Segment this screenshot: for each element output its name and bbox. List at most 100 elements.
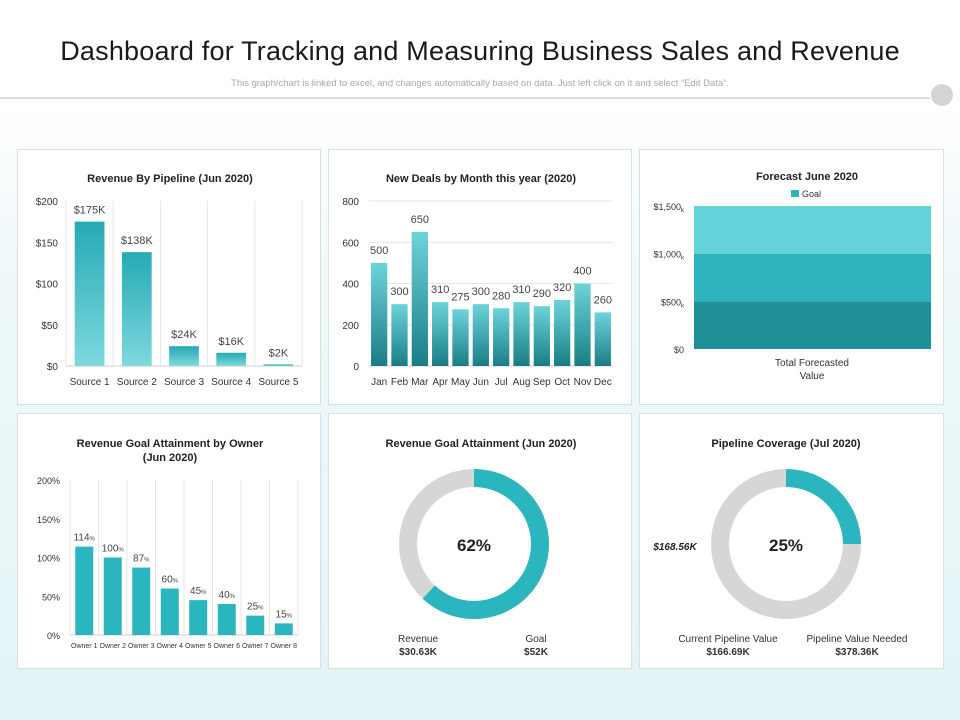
data-label: 290 — [533, 288, 551, 300]
bar-owner-8 — [274, 623, 293, 635]
legend-name: Pipeline Value Needed — [806, 634, 907, 645]
bar-source-5 — [263, 364, 294, 366]
bar-nov — [574, 283, 591, 366]
divider — [0, 97, 930, 99]
legend-swatch — [791, 190, 799, 197]
y-tick-label: $1,000k — [653, 250, 685, 262]
legend-name: Revenue — [398, 634, 438, 645]
legend-label: Goal — [802, 189, 821, 199]
x-tick-label: Owner 3 — [128, 643, 155, 650]
y-tick-label: $200 — [36, 197, 59, 208]
bar-aug — [513, 302, 530, 366]
data-label: 300 — [472, 286, 490, 298]
y-tick-label: $150 — [36, 238, 59, 249]
x-tick-label: Source 1 — [70, 377, 110, 388]
chart-title: New Deals by Month this year (2020) — [386, 173, 576, 185]
side-value-label: $168.56K — [652, 542, 697, 553]
y-tick-label: $500k — [661, 297, 685, 309]
donut-value-arc — [399, 469, 549, 619]
divider-dot — [931, 84, 953, 106]
x-tick-label: Owner 7 — [242, 643, 269, 650]
data-label: $24K — [171, 329, 197, 341]
data-label: 114% — [74, 533, 96, 544]
panel-forecast: Forecast June 2020 Goal $0 $500k $1,000k $1,… — [639, 149, 944, 405]
y-tick-label: 50% — [42, 592, 60, 602]
y-tick-label: 200 — [342, 321, 359, 332]
x-tick-label: Owner 4 — [157, 643, 184, 650]
donut-center-label: 25% — [769, 536, 803, 555]
bar-jun — [472, 304, 489, 366]
bar-mar — [411, 231, 428, 366]
x-tick-label: Owner 2 — [100, 643, 127, 650]
x-tick-label: Source 2 — [117, 377, 157, 388]
x-tick-label: Owner 1 — [71, 643, 98, 650]
bar-jan — [371, 262, 388, 366]
chart-forecast: Forecast June 2020 Goal $0 $500k $1,000k $1,… — [653, 171, 931, 382]
data-label: $138K — [121, 235, 153, 247]
bar-owner-4 — [160, 588, 179, 635]
chart-title-line2: (Jun 2020) — [143, 452, 198, 464]
bar-owner-5 — [189, 600, 208, 635]
data-label: 280 — [492, 290, 510, 302]
data-label: 45% — [190, 586, 207, 597]
legend-name: Goal — [525, 634, 546, 645]
chart-goal-by-owner: Revenue Goal Attainment by Owner (Jun 20… — [37, 438, 299, 650]
legend-value: $166.69K — [706, 647, 750, 658]
y-tick-label: $0 — [47, 362, 59, 373]
chart-new-deals: New Deals by Month this year (2020) 0 200… — [342, 173, 613, 388]
bar-owner-6 — [217, 604, 236, 635]
panel-new-deals: New Deals by Month this year (2020) 0 200… — [328, 149, 632, 405]
y-tick-label: $0 — [674, 345, 684, 355]
y-tick-label: 200% — [37, 476, 60, 486]
bar-source-4 — [216, 352, 247, 366]
panel-goal-by-owner: Revenue Goal Attainment by Owner (Jun 20… — [17, 413, 321, 669]
legend-value: $378.36K — [835, 647, 879, 658]
x-tick-label: Aug — [513, 377, 531, 388]
bar-oct — [554, 300, 571, 366]
data-label: 300 — [390, 286, 408, 298]
legend-value: $52K — [524, 647, 549, 658]
legend-name: Current Pipeline Value — [678, 634, 778, 645]
chart-title: Pipeline Coverage (Jul 2020) — [711, 438, 861, 450]
chart-revenue-by-pipeline: Revenue By Pipeline (Jun 2020) $0 $50 $100… — [36, 173, 303, 388]
chart-revenue-attainment: Revenue Goal Attainment (Jun 2020) 62% Re… — [386, 438, 577, 658]
data-label: 320 — [553, 282, 571, 294]
y-tick-label: 0 — [353, 362, 359, 373]
bar-source-1 — [74, 221, 105, 366]
bar-may — [452, 309, 469, 366]
data-label: 650 — [411, 214, 429, 226]
data-label: 100% — [102, 544, 125, 555]
donut-center-label: 62% — [457, 536, 491, 555]
x-tick-label: Apr — [432, 377, 448, 388]
x-tick-label: Sep — [533, 377, 551, 388]
bar-feb — [391, 304, 408, 366]
data-label: $2K — [269, 347, 289, 359]
bar-jul — [493, 308, 510, 366]
donut-value-arc — [711, 469, 861, 619]
data-label: 87% — [133, 554, 150, 565]
x-tick-label: Dec — [594, 377, 612, 388]
forecast-segment — [694, 206, 931, 254]
y-tick-label: 0% — [47, 631, 60, 641]
data-label: 25% — [247, 602, 264, 613]
y-tick-label: 100% — [37, 554, 60, 564]
x-tick-label: Value — [800, 371, 825, 382]
legend-value: $30.63K — [399, 647, 438, 658]
x-tick-label: Owner 6 — [214, 643, 241, 650]
x-tick-label: Jan — [371, 377, 387, 388]
chart-title: Forecast June 2020 — [756, 171, 858, 183]
data-label: 60% — [162, 575, 179, 586]
chart-pipeline-coverage: Pipeline Coverage (Jul 2020) 25% $168.56K… — [652, 438, 907, 658]
data-label: 310 — [431, 284, 449, 296]
panel-pipeline-coverage: Pipeline Coverage (Jul 2020) 25% $168.56K… — [639, 413, 944, 669]
data-label: $16K — [218, 336, 244, 348]
forecast-segment — [694, 253, 931, 302]
x-tick-label: Nov — [574, 377, 592, 388]
x-tick-label: Owner 8 — [271, 643, 298, 650]
y-tick-label: 800 — [342, 197, 359, 208]
y-tick-label: 600 — [342, 238, 359, 249]
chart-title: Revenue By Pipeline (Jun 2020) — [87, 173, 253, 185]
x-tick-label: Source 4 — [211, 377, 251, 388]
x-tick-label: Total Forecasted — [775, 358, 849, 369]
chart-title: Revenue Goal Attainment (Jun 2020) — [386, 438, 577, 450]
